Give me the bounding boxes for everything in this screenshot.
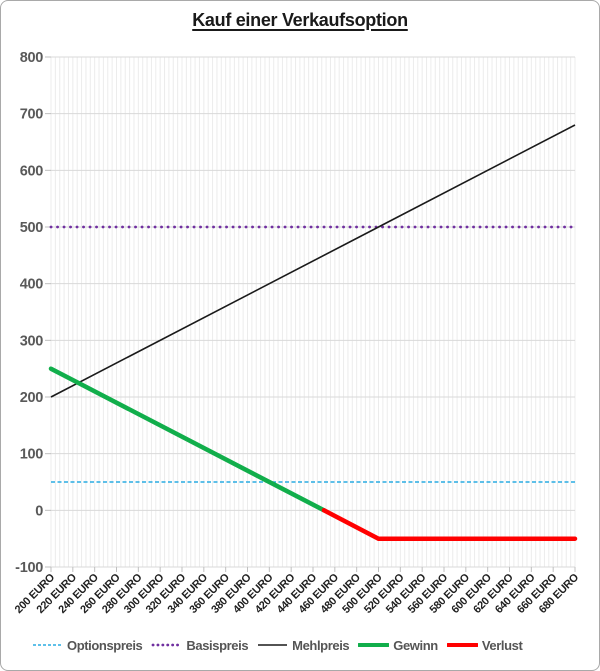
legend-label-optionspreis: Optionspreis [67,637,143,653]
legend-item-mehlpreis: Mehlpreis [257,637,350,653]
y-axis-labels: 800 700 600 500 400 300 200 100 0 -100 [15,50,43,576]
y-axis-label: 100 [20,447,44,463]
legend-marker-dotted-line-icon [151,643,183,647]
legend: Optionspreis Basispreis Mehlpreis Gewinn… [32,636,531,654]
plot-area: 800 700 600 500 400 300 200 100 0 -100 200 EURO22… [13,50,582,616]
series-line-gewinn [48,366,327,513]
legend-label-mehlpreis: Mehlpreis [292,637,350,653]
legend-label-basispreis: Basispreis [186,637,249,653]
y-axis-label: 600 [20,163,44,179]
legend-label-verlust: Verlust [481,637,523,653]
legend-item-verlust: Verlust [446,637,523,653]
axis-ticks [45,56,576,572]
series-line-mehlpreis [50,124,576,398]
legend-item-optionspreis: Optionspreis [32,637,143,653]
y-axis-label: 500 [20,220,44,236]
y-axis-label: 700 [20,107,44,123]
series-lines [48,124,578,541]
y-axis-label: 300 [20,333,44,349]
y-axis-label: 400 [20,277,44,293]
y-axis-label: -100 [15,560,43,576]
legend-label-gewinn: Gewinn [393,637,438,653]
legend-marker-red-line-icon [446,643,478,647]
legend-marker-green-line-icon [358,643,390,647]
y-axis-label: 200 [20,390,44,406]
series-line-verlust [321,508,578,541]
legend-item-gewinn: Gewinn [358,638,438,653]
chart-title: Kauf einer Verkaufsoption [192,10,408,30]
minor-gridlines [50,57,576,567]
y-axis-label: 0 [35,503,43,519]
legend-item-basispreis: Basispreis [151,637,249,653]
y-axis-label: 800 [20,50,44,66]
legend-marker-thin-line-icon [258,644,288,646]
legend-marker-dashed-line-icon [33,644,62,646]
